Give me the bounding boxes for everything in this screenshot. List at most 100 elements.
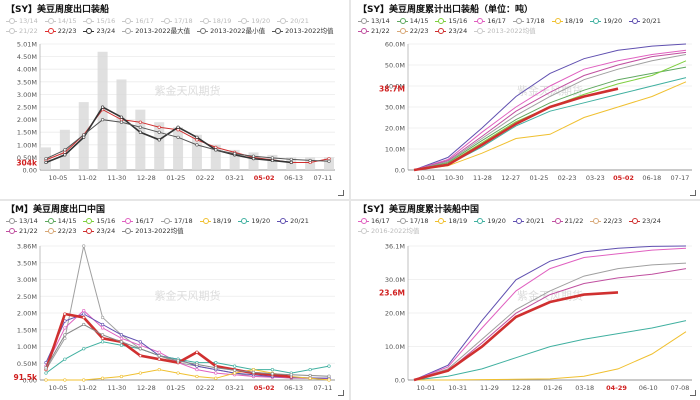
data-point[interactable]: [289, 160, 293, 164]
data-point[interactable]: [100, 336, 105, 340]
legend-item[interactable]: 13/14: [6, 216, 38, 226]
legend-item[interactable]: 20/21: [277, 216, 309, 226]
series-line[interactable]: [413, 49, 687, 171]
data-point[interactable]: [195, 135, 199, 139]
data-point[interactable]: [251, 157, 256, 161]
legend-item[interactable]: 23/24: [629, 216, 661, 226]
data-point[interactable]: [119, 336, 124, 340]
data-point[interactable]: [82, 347, 86, 351]
data-point[interactable]: [138, 125, 142, 129]
data-point[interactable]: [327, 374, 331, 378]
legend-item[interactable]: 19/20: [474, 216, 506, 226]
data-point[interactable]: [157, 125, 161, 129]
data-point[interactable]: [82, 312, 86, 316]
data-point[interactable]: [327, 378, 331, 382]
data-point[interactable]: [270, 372, 275, 376]
data-point[interactable]: [233, 364, 237, 368]
data-point[interactable]: [176, 359, 180, 363]
series-line[interactable]: [45, 341, 330, 374]
data-point[interactable]: [327, 159, 331, 163]
data-point[interactable]: [44, 378, 48, 382]
data-point[interactable]: [119, 343, 124, 347]
data-point[interactable]: [195, 367, 199, 372]
legend-item[interactable]: 23/24: [83, 226, 115, 236]
data-point[interactable]: [157, 367, 161, 372]
data-point[interactable]: [233, 152, 237, 156]
legend-item[interactable]: 16/17: [122, 16, 154, 26]
legend-item[interactable]: 14/15: [44, 216, 76, 226]
data-point[interactable]: [308, 158, 312, 163]
data-point[interactable]: [289, 157, 293, 162]
legend-item[interactable]: 15/16: [83, 216, 115, 226]
data-point[interactable]: [157, 357, 161, 361]
series-line[interactable]: [414, 331, 687, 381]
resize-handle[interactable]: [338, 190, 344, 196]
data-point[interactable]: [308, 367, 312, 372]
data-point[interactable]: [195, 143, 199, 147]
data-point[interactable]: [157, 350, 161, 354]
data-point[interactable]: [270, 156, 275, 160]
series-line[interactable]: [413, 291, 619, 382]
data-point[interactable]: [63, 312, 67, 316]
series-line[interactable]: [413, 247, 687, 381]
data-point[interactable]: [327, 157, 331, 161]
data-point[interactable]: [82, 378, 86, 382]
data-point[interactable]: [63, 153, 67, 157]
legend-item[interactable]: 20/21: [629, 16, 661, 26]
data-point[interactable]: [270, 158, 275, 163]
legend-item[interactable]: 2013-2022最小值: [197, 26, 265, 36]
legend-item[interactable]: 19/20: [590, 16, 622, 26]
legend-item[interactable]: 19/20: [238, 216, 270, 226]
legend-item[interactable]: 17/18: [160, 216, 193, 226]
series-line[interactable]: [413, 87, 619, 172]
legend-item[interactable]: 18/19: [435, 216, 467, 226]
series-line[interactable]: [413, 51, 687, 171]
data-point[interactable]: [44, 366, 48, 370]
data-point[interactable]: [138, 343, 142, 347]
data-point[interactable]: [214, 376, 218, 380]
legend-item[interactable]: 21/22: [551, 216, 583, 226]
series-line[interactable]: [413, 245, 687, 381]
data-point[interactable]: [100, 315, 105, 320]
series-line[interactable]: [413, 43, 687, 171]
data-point[interactable]: [63, 326, 67, 330]
series-line[interactable]: [413, 66, 687, 171]
data-point[interactable]: [138, 354, 142, 358]
data-point[interactable]: [138, 347, 142, 351]
data-point[interactable]: [82, 322, 86, 327]
data-point[interactable]: [233, 368, 237, 372]
legend-item[interactable]: 2013-2022均值: [474, 26, 536, 36]
data-point[interactable]: [63, 378, 67, 382]
legend-item[interactable]: 20/21: [512, 216, 545, 226]
data-point[interactable]: [138, 371, 142, 375]
data-point[interactable]: [214, 361, 218, 365]
legend-item[interactable]: 16/17: [358, 216, 390, 226]
data-point[interactable]: [63, 357, 67, 361]
data-point[interactable]: [176, 371, 180, 375]
data-point[interactable]: [157, 138, 161, 142]
data-point[interactable]: [100, 118, 105, 122]
legend-item[interactable]: 15/16: [83, 16, 115, 26]
data-point[interactable]: [138, 340, 142, 344]
legend-item[interactable]: 18/19: [199, 216, 231, 226]
series-line[interactable]: [413, 320, 687, 381]
legend-item[interactable]: 2013-2022均值: [122, 226, 184, 236]
data-point[interactable]: [251, 370, 256, 374]
data-point[interactable]: [176, 128, 180, 132]
series-line[interactable]: [413, 54, 687, 171]
legend-item[interactable]: 17/18: [396, 216, 428, 226]
legend-item[interactable]: 20/21: [277, 16, 309, 26]
legend-item[interactable]: 14/15: [396, 16, 428, 26]
data-point[interactable]: [100, 333, 105, 337]
legend-item[interactable]: 15/16: [435, 16, 467, 26]
data-point[interactable]: [63, 336, 67, 340]
data-point[interactable]: [176, 125, 180, 129]
legend-item[interactable]: 18/19: [199, 16, 231, 26]
data-point[interactable]: [214, 366, 218, 370]
legend-item[interactable]: 22/23: [590, 216, 622, 226]
data-point[interactable]: [82, 308, 86, 313]
data-point[interactable]: [100, 326, 105, 330]
data-point[interactable]: [82, 133, 86, 137]
legend-item[interactable]: 17/18: [160, 16, 193, 26]
series-line[interactable]: [413, 262, 687, 381]
